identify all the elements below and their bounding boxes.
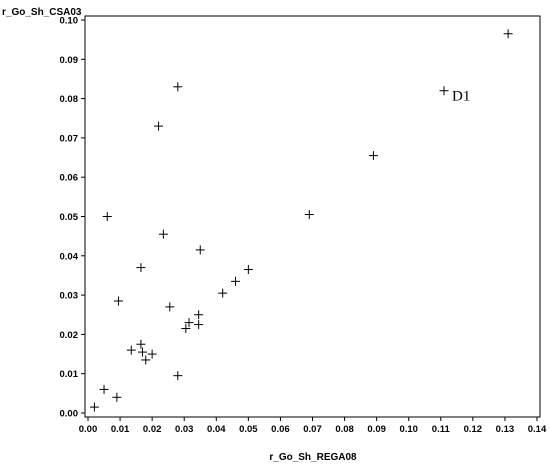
data-point	[141, 355, 151, 365]
x-tick-label: 0.10	[399, 424, 418, 435]
y-tick-label: 0.00	[60, 409, 79, 420]
plot-frame	[84, 15, 541, 418]
y-tick-label: 0.05	[60, 212, 79, 223]
x-tick-label: 0.12	[464, 424, 483, 435]
y-tick-label: 0.09	[60, 55, 79, 66]
y-tick-label: 0.04	[60, 251, 79, 262]
data-point	[218, 288, 228, 298]
data-point	[173, 82, 183, 92]
x-tick-label: 0.08	[335, 424, 354, 435]
y-tick-label: 0.07	[60, 133, 79, 144]
data-point	[89, 402, 99, 412]
data-point	[304, 210, 314, 220]
point-annotation: D1	[452, 89, 470, 105]
y-ticks: 0.00 0.01 0.02 0.03 0.04 0.05 0.06 0.07 0.08 0.09…	[60, 16, 85, 420]
data-point	[102, 212, 112, 221]
x-tick-label: 0.00	[79, 424, 98, 435]
data-point	[136, 339, 146, 349]
x-ticks: 0.00 0.01 0.02 0.03 0.04 0.05 0.06 0.07 0.08 0.09…	[79, 417, 547, 435]
y-tick-label: 0.03	[60, 291, 79, 302]
data-point	[99, 384, 109, 394]
y-tick-label: 0.10	[60, 16, 79, 27]
y-tick-label: 0.06	[60, 173, 79, 184]
data-point	[194, 310, 204, 320]
x-tick-label: 0.09	[367, 424, 386, 435]
data-point	[184, 318, 194, 328]
y-axis-title: r_Go_Sh_CSA03	[2, 7, 82, 18]
x-tick-label: 0.05	[239, 424, 258, 435]
x-tick-label: 0.07	[303, 424, 322, 435]
data-point	[158, 229, 168, 239]
data-point	[113, 296, 123, 306]
data-point	[181, 324, 191, 334]
x-tick-label: 0.01	[111, 424, 130, 435]
x-tick-label: 0.14	[528, 424, 547, 435]
data-point	[195, 245, 205, 255]
x-tick-label: 0.02	[143, 424, 162, 435]
x-tick-label: 0.11	[432, 424, 451, 435]
data-point	[173, 371, 183, 381]
data-point	[138, 347, 148, 357]
data-point	[147, 349, 157, 359]
data-point	[439, 86, 449, 96]
y-tick-label: 0.08	[60, 94, 79, 105]
x-tick-label: 0.04	[207, 424, 226, 435]
data-point	[136, 263, 146, 273]
annotations: D1	[452, 89, 470, 105]
x-tick-label: 0.03	[175, 424, 194, 435]
data-point	[231, 276, 241, 286]
data-point	[154, 121, 164, 131]
x-tick-label: 0.06	[271, 424, 290, 435]
data-points	[89, 29, 513, 412]
data-point	[194, 320, 204, 330]
data-point	[112, 392, 122, 402]
y-tick-label: 0.01	[60, 369, 79, 380]
data-point	[243, 265, 253, 275]
x-tick-label: 0.13	[496, 424, 515, 435]
data-point	[165, 302, 175, 312]
data-point	[126, 345, 136, 355]
x-axis-title: r_Go_Sh_REGA08	[269, 452, 357, 463]
data-point	[503, 29, 513, 39]
y-tick-label: 0.02	[60, 330, 79, 341]
data-point	[368, 151, 378, 161]
